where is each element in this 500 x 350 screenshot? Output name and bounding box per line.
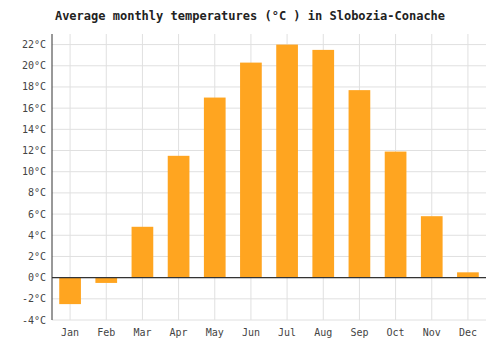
x-tick-label: Nov — [423, 327, 441, 338]
bar — [95, 278, 117, 283]
y-grid-line — [52, 86, 486, 87]
y-axis: -4°C -2°C 0°C 2°C 4°C 6°C 8°C 10°C 12°C 14°C 16°C 1… — [22, 39, 46, 325]
y-grid-line — [52, 65, 486, 66]
y-grid-line — [52, 320, 486, 321]
x-tick-label: Jan — [61, 327, 79, 338]
bar — [349, 90, 371, 277]
y-tick-label: -4°C — [22, 315, 46, 326]
bar — [204, 98, 226, 278]
y-tick-label: 22°C — [22, 39, 46, 50]
y-tick-label: 20°C — [22, 60, 46, 71]
y-grid-line — [52, 150, 486, 151]
y-tick-label: 18°C — [22, 81, 46, 92]
x-tick-label: Mar — [133, 327, 151, 338]
bar — [312, 50, 334, 278]
y-tick-label: 14°C — [22, 124, 46, 135]
chart-title: Average monthly temperatures (°C ) in Sl… — [55, 9, 445, 23]
y-grid-line — [52, 44, 486, 45]
y-axis-line — [52, 34, 53, 320]
x-tick-label: Apr — [170, 327, 188, 338]
bar — [168, 156, 190, 278]
x-tick-label: Oct — [387, 327, 405, 338]
x-axis: Jan Feb Mar Apr May Jun Jul Aug Sep Oct Nov Dec — [61, 327, 477, 338]
y-tick-label: 6°C — [28, 209, 46, 220]
x-tick-label: Dec — [459, 327, 477, 338]
y-grid-line — [52, 277, 486, 278]
y-grid-line — [52, 129, 486, 130]
y-grid-line — [52, 298, 486, 299]
x-tick-label: May — [206, 327, 224, 338]
y-tick-label: 0°C — [28, 272, 46, 283]
x-tick-label: Sep — [350, 327, 368, 338]
y-tick-label: 16°C — [22, 103, 46, 114]
bar — [132, 227, 154, 278]
bar — [385, 152, 407, 278]
x-tick-label: Aug — [314, 327, 332, 338]
y-tick-label: 4°C — [28, 230, 46, 241]
y-tick-label: 2°C — [28, 251, 46, 262]
chart-svg: -4°C -2°C 0°C 2°C 4°C 6°C 8°C 10°C 12°C 14°C 16°C 1… — [0, 0, 500, 350]
y-tick-label: -2°C — [22, 293, 46, 304]
y-grid-line — [52, 192, 486, 193]
bar — [457, 272, 479, 277]
y-grid-line — [52, 108, 486, 109]
y-grid-line — [52, 214, 486, 215]
bar — [276, 45, 298, 278]
y-grid-line — [52, 171, 486, 172]
bars — [59, 45, 479, 305]
bar — [59, 278, 81, 304]
y-tick-label: 8°C — [28, 187, 46, 198]
bar — [421, 216, 443, 277]
x-tick-label: Jul — [278, 327, 296, 338]
grid — [52, 34, 486, 320]
x-tick-label: Jun — [242, 327, 260, 338]
x-tick-label: Feb — [97, 327, 115, 338]
y-tick-label: 12°C — [22, 145, 46, 156]
bar — [240, 63, 262, 278]
zero-line — [52, 277, 486, 278]
y-tick-label: 10°C — [22, 166, 46, 177]
chart-container: -4°C -2°C 0°C 2°C 4°C 6°C 8°C 10°C 12°C 14°C 16°C 1… — [0, 0, 500, 350]
